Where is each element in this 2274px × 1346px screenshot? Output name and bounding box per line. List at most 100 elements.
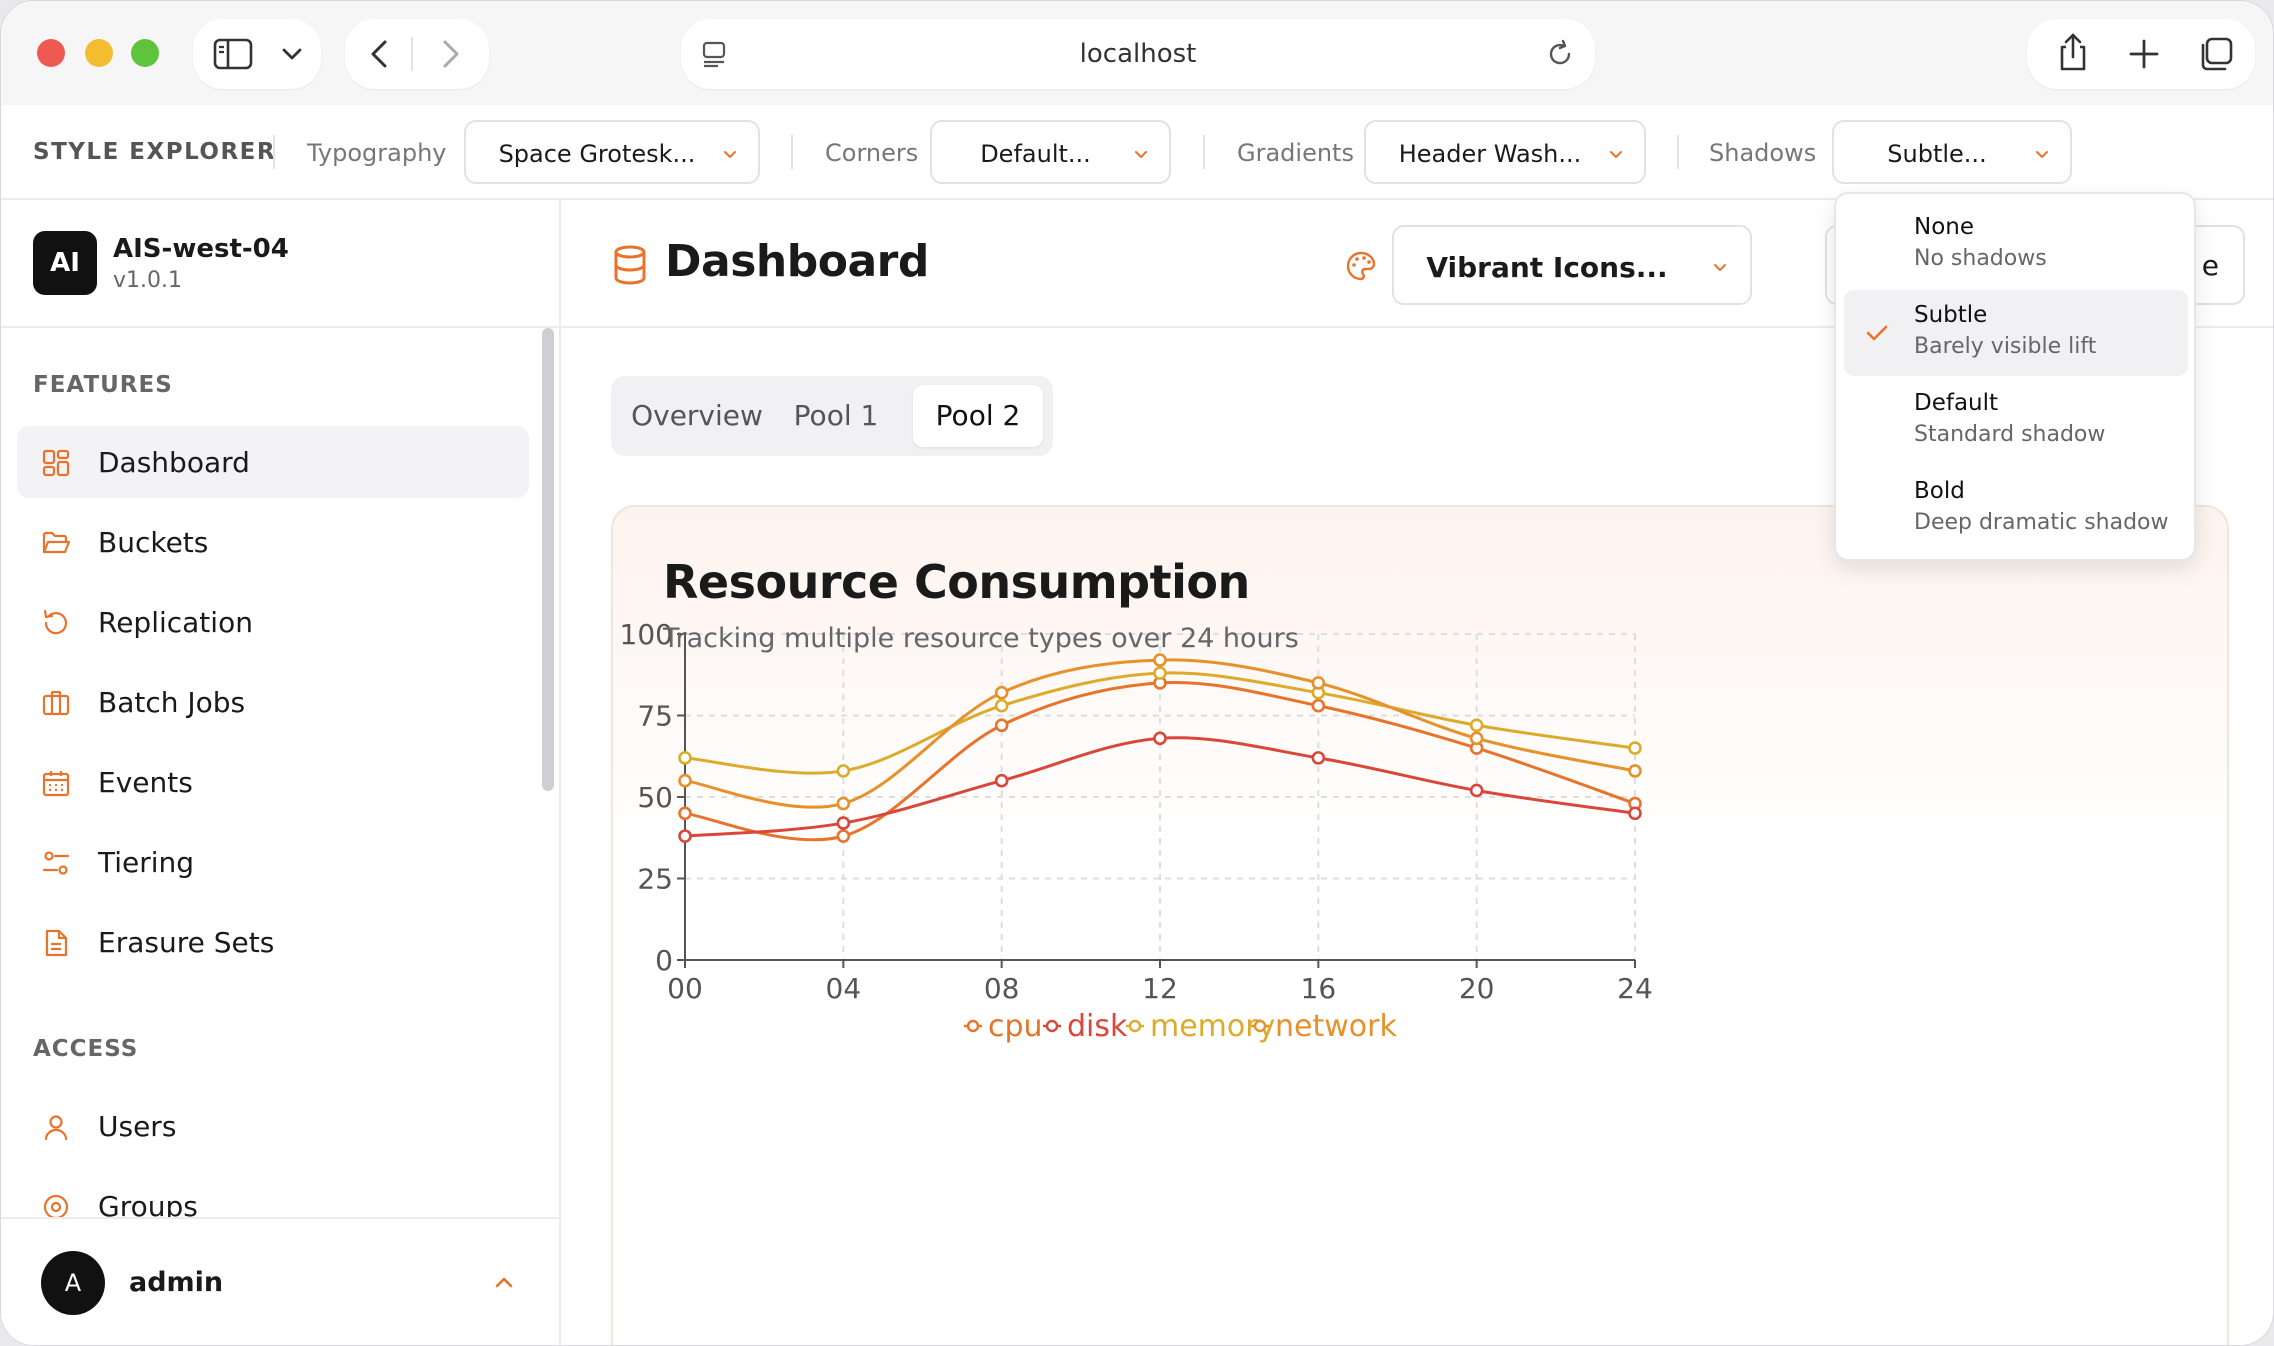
shadows-select-value: Subtle...	[1887, 140, 1987, 168]
sidebar-item-users[interactable]: Users	[17, 1090, 529, 1162]
tab-overview-icon[interactable]	[2197, 35, 2235, 73]
typography-label: Typography	[307, 139, 447, 167]
sidebar-item-label: Batch Jobs	[98, 686, 246, 719]
sidebar-item-label: Events	[98, 766, 193, 799]
page-menu-icon[interactable]	[701, 39, 729, 69]
shadow-option-none[interactable]: None No shadows	[1844, 202, 2188, 288]
address-bar[interactable]: localhost	[681, 19, 1595, 89]
file-text-icon	[41, 928, 71, 958]
legend-marker-dot-disk	[1045, 1019, 1059, 1033]
x-tick-label: 20	[1459, 972, 1495, 1005]
app-version: v1.0.1	[113, 268, 182, 293]
share-icon[interactable]	[2055, 31, 2091, 73]
legend-marker-dot-network	[1253, 1019, 1267, 1033]
y-tick-label: 0	[655, 944, 673, 977]
data-point-network	[1311, 676, 1326, 690]
corners-select-value: Default...	[980, 140, 1091, 168]
chevron-down-icon	[1608, 140, 1624, 158]
data-point-disk	[678, 829, 692, 843]
reload-icon[interactable]	[1545, 39, 1575, 69]
option-name: None	[1914, 214, 1975, 240]
calendar-icon	[41, 768, 71, 798]
chevron-down-icon	[1712, 259, 1728, 275]
sidebar-item-dashboard[interactable]: Dashboard	[17, 426, 529, 498]
shadows-dropdown-menu: None No shadows Subtle Barely visible li…	[1834, 192, 2196, 561]
typography-select[interactable]: Space Grotesk...	[464, 120, 760, 184]
x-tick-label: 24	[1617, 972, 1653, 1005]
sidebar-item-label: Tiering	[98, 846, 195, 879]
shadows-select[interactable]: Subtle...	[1832, 120, 2072, 184]
tab-pool-2[interactable]: Pool 2	[913, 385, 1043, 447]
sidebar-item-tiering[interactable]: Tiering	[17, 826, 529, 898]
data-point-cpu	[1311, 698, 1326, 713]
data-point-network	[1153, 653, 1167, 667]
data-point-memory	[1153, 666, 1167, 680]
section-label-access: ACCESS	[33, 1036, 139, 1062]
sidebar-header: AI AIS-west-04 v1.0.1	[1, 200, 559, 328]
option-name: Default	[1914, 390, 1999, 416]
y-tick-label: 75	[637, 700, 673, 733]
sidebar-item-label: Erasure Sets	[98, 926, 275, 959]
data-point-memory	[1628, 741, 1642, 755]
pool-tabs: Overview Pool 1 Pool 2	[611, 376, 1053, 456]
chevron-down-icon	[722, 140, 738, 158]
forward-icon[interactable]	[437, 39, 463, 69]
data-point-memory	[678, 751, 692, 765]
shadow-option-default[interactable]: Default Standard shadow	[1844, 378, 2188, 464]
shadow-option-bold[interactable]: Bold Deep dramatic shadow	[1844, 466, 2188, 552]
browser-actions-group	[2027, 19, 2255, 89]
sliders-icon	[41, 848, 71, 878]
shadows-label: Shadows	[1709, 139, 1817, 167]
typography-select-value: Space Grotesk...	[498, 140, 696, 168]
browser-chrome: localhost	[1, 1, 2273, 105]
close-window-button[interactable]	[37, 39, 65, 67]
corners-select[interactable]: Default...	[930, 120, 1171, 184]
chevron-down-icon[interactable]	[281, 45, 303, 63]
sidebar-toggle-icon[interactable]	[213, 37, 253, 71]
app-logo: AI	[33, 231, 97, 295]
data-point-disk	[1628, 806, 1642, 821]
icon-style-select[interactable]: Vibrant Icons...	[1392, 225, 1752, 305]
x-tick-label: 00	[667, 972, 703, 1005]
minimize-window-button[interactable]	[85, 39, 113, 67]
folder-open-icon	[41, 528, 71, 558]
sidebar-item-events[interactable]: Events	[17, 746, 529, 818]
data-point-network	[994, 685, 1009, 700]
gradients-select[interactable]: Header Wash...	[1364, 120, 1646, 184]
icon-style-select-value: Vibrant Icons...	[1426, 251, 1668, 284]
corners-label: Corners	[825, 139, 919, 167]
data-point-network	[1469, 731, 1484, 746]
user-name: admin	[129, 1267, 224, 1298]
back-icon[interactable]	[367, 39, 393, 69]
x-tick-label: 08	[984, 972, 1020, 1005]
sidebar-item-label: Buckets	[98, 526, 209, 559]
option-description: Barely visible lift	[1914, 334, 2097, 359]
divider	[411, 37, 413, 71]
sidebar-item-label: Users	[98, 1110, 177, 1143]
data-point-disk	[836, 816, 851, 830]
data-point-network	[678, 773, 692, 788]
option-description: Deep dramatic shadow	[1914, 510, 2169, 535]
tab-pool-1[interactable]: Pool 1	[793, 399, 879, 432]
chevron-down-icon	[1133, 140, 1149, 158]
resource-consumption-card: 0 25 50 75 100 00 04 08 12 16 20 24 cpu disk memory net…	[611, 505, 2229, 1345]
history-nav-group	[345, 19, 489, 89]
legend-marker-dot-memory	[1128, 1019, 1142, 1033]
sidebar-item-erasure-sets[interactable]: Erasure Sets	[17, 906, 529, 978]
sidebar-item-batch-jobs[interactable]: Batch Jobs	[17, 666, 529, 738]
data-point-network	[836, 796, 851, 811]
maximize-window-button[interactable]	[131, 39, 159, 67]
new-tab-icon[interactable]	[2127, 37, 2161, 71]
legend-label-network: network	[1275, 1009, 1397, 1044]
sidebar-item-replication[interactable]: Replication	[17, 586, 529, 658]
user-menu[interactable]: A admin	[1, 1217, 559, 1345]
legend-label-disk: disk	[1067, 1009, 1128, 1044]
sidebar-scrollbar[interactable]	[542, 328, 554, 791]
chart-title: Resource Consumption	[663, 555, 1250, 609]
style-explorer-toolbar: STYLE EXPLORER Typography Space Grotesk.…	[1, 105, 2273, 200]
shadow-option-subtle[interactable]: Subtle Barely visible lift	[1844, 290, 2188, 376]
sidebar-item-buckets[interactable]: Buckets	[17, 506, 529, 578]
tab-overview[interactable]: Overview	[631, 399, 763, 432]
